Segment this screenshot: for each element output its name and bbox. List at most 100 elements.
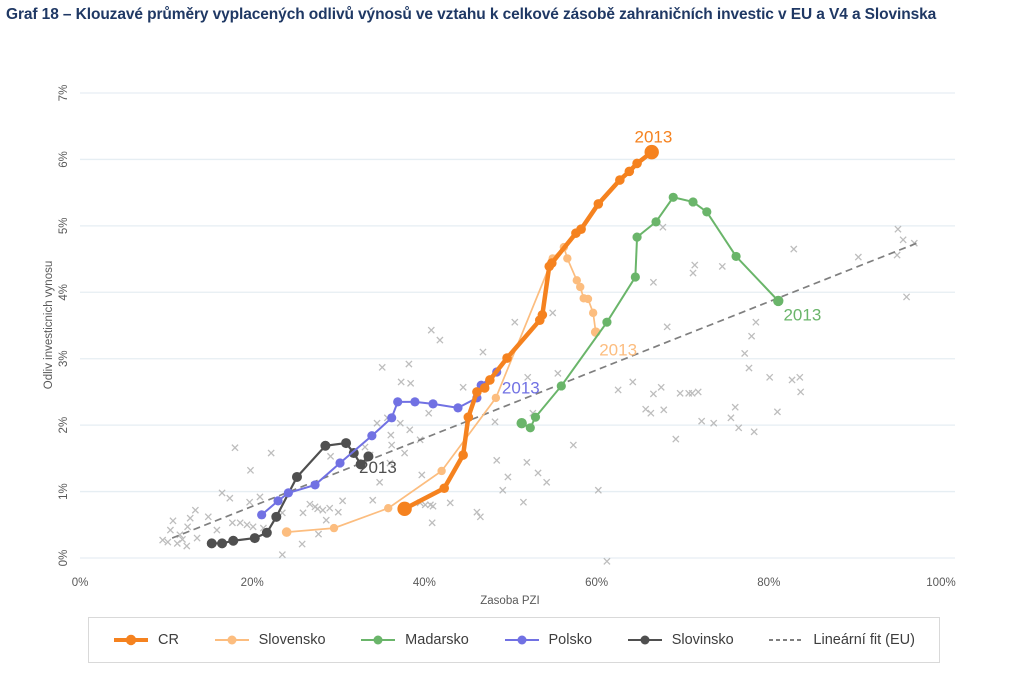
eu-scatter-marker bbox=[319, 506, 327, 514]
data-point-cr bbox=[593, 199, 604, 209]
data-point-cr bbox=[624, 166, 635, 177]
eu-scatter-marker bbox=[428, 519, 436, 527]
series-polsko: 2013 bbox=[257, 367, 540, 520]
series-slovensko: 2013 bbox=[281, 242, 637, 537]
data-point-polsko bbox=[410, 397, 420, 407]
eu-scatter-marker bbox=[788, 376, 796, 384]
eu-scatter-marker bbox=[204, 513, 212, 521]
legend-label-slovinsko: Slovinsko bbox=[671, 632, 734, 648]
legend-marker-slovensko-icon bbox=[214, 633, 250, 647]
eu-scatter-marker bbox=[750, 428, 758, 436]
data-point-cr bbox=[397, 501, 412, 517]
eu-scatter-marker bbox=[298, 540, 306, 548]
eu-scatter-marker bbox=[854, 253, 862, 261]
eu-scatter-marker bbox=[231, 444, 239, 452]
eu-scatter-marker bbox=[396, 419, 404, 427]
eu-scatter-marker bbox=[186, 514, 194, 522]
eu-scatter-marker bbox=[766, 373, 774, 381]
eu-scatter-marker bbox=[491, 418, 499, 426]
data-point-slovensko bbox=[384, 503, 393, 513]
eu-scatter-marker bbox=[166, 526, 174, 534]
data-point-slovinsko bbox=[217, 538, 228, 549]
data-point-slovensko bbox=[329, 523, 339, 533]
eu-scatter-marker bbox=[386, 459, 394, 467]
eu-scatter-marker bbox=[246, 498, 254, 506]
data-point-cr bbox=[644, 144, 659, 160]
eu-scatter-marker bbox=[649, 278, 657, 286]
data-point-slovinsko bbox=[228, 535, 239, 546]
eu-scatter-marker bbox=[459, 383, 467, 391]
y-tick-label: 6% bbox=[58, 151, 70, 168]
data-point-polsko bbox=[335, 458, 345, 468]
legend-label-fit: Lineární fit (EU) bbox=[813, 632, 915, 648]
eu-scatter-marker bbox=[523, 458, 531, 466]
x-tick-label: 80% bbox=[757, 577, 780, 589]
year-2013-label-cr: 2013 bbox=[635, 127, 673, 146]
data-point-cr bbox=[502, 353, 512, 363]
eu-scatter-marker bbox=[727, 414, 735, 422]
y-tick-label: 3% bbox=[58, 350, 70, 367]
legend-marker-polsko-icon bbox=[504, 633, 540, 647]
data-point-madarsko bbox=[688, 197, 698, 207]
eu-scatter-marker bbox=[378, 363, 386, 371]
eu-scatter-marker bbox=[425, 409, 433, 417]
year-2013-label-slovinsko: 2013 bbox=[359, 458, 397, 477]
eu-scatter-marker bbox=[476, 513, 484, 521]
eu-scatter-marker bbox=[710, 419, 718, 427]
data-point-madarsko bbox=[530, 412, 541, 422]
data-point-cr bbox=[537, 310, 548, 320]
eu-scatter-marker bbox=[504, 473, 512, 481]
legend-marker-slovinsko-icon bbox=[627, 633, 663, 647]
eu-scatter-marker bbox=[397, 378, 405, 386]
eu-scatter-marker bbox=[429, 502, 437, 510]
eu-scatter-marker bbox=[256, 493, 264, 501]
legend-item-polsko: Polsko bbox=[504, 632, 592, 648]
data-point-slovensko bbox=[437, 466, 446, 476]
eu-scatter-marker bbox=[543, 478, 551, 486]
data-point-cr bbox=[632, 158, 642, 169]
year-2013-label-madarsko: 2013 bbox=[783, 305, 821, 324]
data-point-cr bbox=[547, 258, 557, 268]
data-point-slovensko bbox=[588, 308, 598, 318]
eu-scatter-marker bbox=[698, 417, 706, 425]
eu-scatter-marker bbox=[473, 508, 481, 516]
eu-scatter-marker bbox=[647, 409, 655, 417]
y-axis-title: Odliv investicnich vynosu bbox=[43, 261, 55, 389]
eu-scatter-marker bbox=[418, 471, 426, 479]
legend-marker-madarsko-icon bbox=[360, 633, 396, 647]
eu-scatter-marker bbox=[184, 523, 192, 531]
eu-scatter-marker bbox=[446, 499, 454, 507]
legend: CR Slovensko Madarsko Polsko Slovinsko Lineár… bbox=[88, 617, 940, 663]
eu-scatter-marker bbox=[183, 542, 191, 550]
data-point-cr bbox=[479, 383, 490, 393]
eu-scatter-marker bbox=[267, 449, 275, 457]
legend-label-slovensko: Slovensko bbox=[258, 632, 326, 648]
eu-scatter-marker bbox=[243, 521, 251, 529]
data-point-slovinsko bbox=[271, 511, 282, 522]
eu-scatter-marker bbox=[773, 408, 781, 416]
eu-scatter-marker bbox=[176, 531, 184, 539]
eu-scatter-marker bbox=[657, 383, 665, 391]
x-tick-label: 100% bbox=[926, 577, 955, 589]
legend-item-cr: CR bbox=[113, 632, 179, 648]
eu-scatter-marker bbox=[405, 360, 413, 368]
eu-scatter-marker bbox=[326, 452, 335, 460]
eu-scatter-marker bbox=[718, 262, 726, 270]
eu-scatter-marker bbox=[246, 466, 255, 474]
eu-scatter-marker bbox=[339, 497, 347, 505]
eu-scatter-marker bbox=[688, 389, 696, 397]
eu-scatter-marker bbox=[689, 269, 697, 277]
data-point-madarsko bbox=[525, 423, 535, 433]
eu-scatter-marker bbox=[676, 389, 684, 397]
eu-scatter-marker bbox=[193, 534, 201, 542]
eu-scatter-marker bbox=[164, 538, 172, 546]
eu-scatter-marker bbox=[314, 505, 322, 513]
data-point-polsko bbox=[273, 496, 283, 506]
y-tick-label: 5% bbox=[58, 218, 70, 235]
eu-scatter-marker bbox=[373, 419, 381, 427]
eu-scatter-marker bbox=[569, 441, 577, 449]
eu-scatter-marker bbox=[694, 388, 702, 396]
eu-scatter-marker bbox=[299, 509, 307, 517]
